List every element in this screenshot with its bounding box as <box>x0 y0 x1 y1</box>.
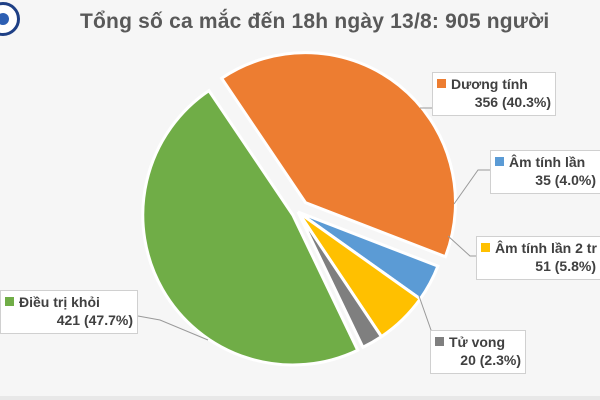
leader-line-recovered <box>137 315 209 341</box>
swatch-death <box>435 337 444 346</box>
label-death: Tử vong 20 (2.3%) <box>430 330 526 374</box>
label-neg1: Âm tính lần 35 (4.0%) <box>490 150 600 194</box>
swatch-recovered <box>5 297 14 306</box>
label-recovered-name: Điều trị khỏi <box>19 294 100 310</box>
label-positive-name: Dương tính <box>451 76 528 92</box>
label-death-value: 20 (2.3%) <box>460 352 521 368</box>
label-recovered: Điều trị khỏi 421 (47.7%) <box>0 290 138 334</box>
label-death-name: Tử vong <box>449 334 506 350</box>
slice-recovered <box>141 88 360 367</box>
swatch-positive <box>437 79 446 88</box>
label-neg1-value: 35 (4.0%) <box>535 172 596 188</box>
slice-positive <box>219 51 457 259</box>
slice-death <box>296 211 384 350</box>
bottom-bar <box>0 396 600 400</box>
leader-line-neg1 <box>453 169 490 205</box>
label-neg2: Âm tính lần 2 tr 51 (5.8%) <box>476 236 600 280</box>
swatch-neg1 <box>495 157 504 166</box>
label-positive-value: 356 (40.3%) <box>474 94 551 110</box>
chart-title: Tổng số ca mắc đến 18h ngày 13/8: 905 ng… <box>80 10 550 33</box>
swatch-neg2 <box>481 243 490 252</box>
label-recovered-value: 421 (47.7%) <box>56 312 133 328</box>
label-neg2-value: 51 (5.8%) <box>535 258 596 274</box>
leader-line-neg2 <box>447 235 476 257</box>
label-neg2-name: Âm tính lần 2 tr <box>495 240 597 256</box>
label-neg1-name: Âm tính lần <box>509 154 586 170</box>
label-positive: Dương tính 356 (40.3%) <box>432 72 556 116</box>
